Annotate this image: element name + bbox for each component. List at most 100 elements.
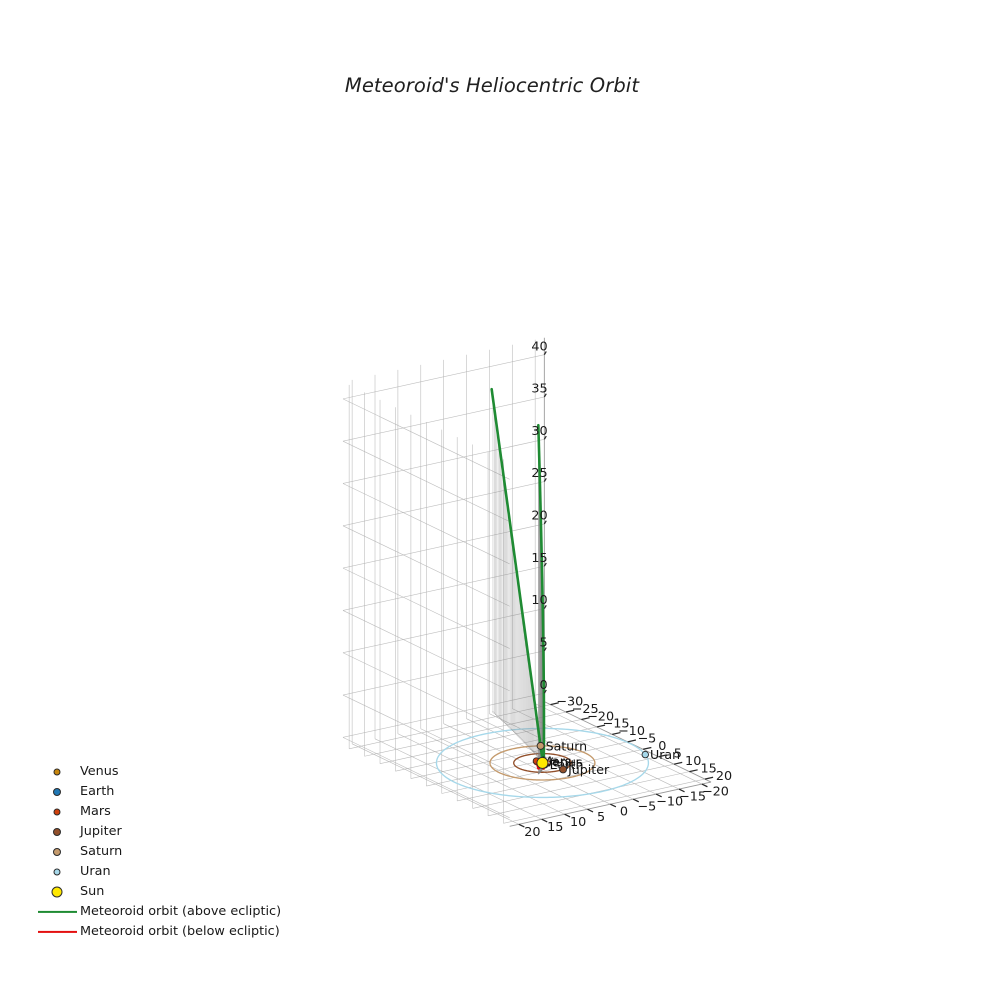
body-marker-uran [641,750,649,759]
x-tick-label: 15 [700,761,716,776]
legend-item-sun[interactable]: Sun [34,882,286,902]
planet-dot-icon [53,788,61,796]
planet-dot-icon [53,868,61,876]
body-label-mars: Mars [541,753,571,768]
z-tick-label: 25 [531,466,547,481]
meteoroid-above-segment-0 [490,387,545,765]
y-tick-mark [541,818,548,823]
y-tick-mark [564,813,571,818]
body-label-venus: Venus [545,754,583,769]
z-tick-label: 35 [531,382,547,397]
stem-base-marker [494,713,497,716]
x-tick-mark [581,717,590,721]
legend-item-label: Saturn [80,844,123,859]
stem-base-marker [507,725,509,727]
z-tick-label: 10 [531,593,547,608]
page-title: Meteoroid's Heliocentric Orbit [344,74,640,97]
planet-dot-icon [53,808,61,816]
y-tick-mark [701,783,708,788]
x-tick-mark [673,761,683,765]
stem-base-marker [509,727,511,729]
legend-marker-icon [34,762,80,782]
stem-base-marker [517,735,519,737]
stem-base-marker [496,714,498,717]
legend-item-jupiter[interactable]: Jupiter [34,822,286,842]
x-tick-label: −30 [556,694,583,709]
x-tick-mark [612,731,621,735]
stem-base-marker [498,717,501,719]
legend-item-label: Mars [80,804,111,819]
body-label-earth: Earth [550,757,584,772]
legend-item-venus[interactable]: Venus [34,762,286,782]
z-tick-mark [543,647,547,652]
x-tick-label: −15 [603,717,630,732]
z-tick-label: 40 [531,339,547,354]
x-tick-label: 5 [674,747,682,762]
x-tick-mark [689,769,698,773]
planet-dot-icon [51,886,63,898]
stem-base-marker [535,754,538,756]
x-tick-mark [627,739,637,743]
stem-base-marker [518,736,520,738]
legend-item-saturn[interactable]: Saturn [34,842,286,862]
body-marker-jupiter [559,765,568,774]
stem-base-marker [528,746,530,748]
legend-line-icon [34,902,80,922]
stem-base-marker [531,749,533,751]
stem-base-marker [536,755,538,757]
legend-item-mars[interactable]: Mars [34,802,286,822]
x-tick-label: −20 [587,709,614,724]
x-tick-mark [642,746,652,750]
stem-base-marker [529,747,531,749]
stem-base-marker [527,745,529,747]
legend-item-uran[interactable]: Uran [34,862,286,882]
legend-item-earth[interactable]: Earth [34,782,286,802]
meteoroid-above-segment-2 [537,423,546,765]
z-tick-mark [543,562,547,567]
planet-dot-icon [53,768,61,776]
body-label-jupiter: Jupiter [567,762,610,777]
z-tick-mark [543,520,547,525]
stem-base-marker [524,742,526,744]
stem-base-marker [525,743,527,745]
x-tick-label: −5 [637,732,656,747]
legend-item-label: Jupiter [80,824,122,839]
x-tick-mark [550,702,559,706]
y-tick-mark [632,798,640,803]
y-tick-label: 5 [597,810,605,825]
x-tick-label: 20 [716,769,732,784]
body-label-uran: Uran [650,747,680,762]
stem-base-marker [501,719,503,721]
z-tick-mark [543,689,547,694]
stem-base-marker [516,734,518,736]
legend-item-meteoroid-orbit-below-ecliptic[interactable]: Meteoroid orbit (below ecliptic) [34,922,286,942]
orbit-ring-uran [435,727,650,799]
stem-base-marker [515,732,517,735]
z-tick-label: 0 [540,678,548,693]
legend-marker-icon [34,862,80,882]
planet-dot-icon [53,848,61,856]
legend-marker-icon [34,822,80,842]
orbit-line-icon [38,930,77,934]
stem-base-marker [510,728,512,730]
legend-marker-icon [34,782,80,802]
stem-base-marker [504,723,507,725]
stem-base-marker [537,773,539,775]
z-tick-mark [543,435,547,440]
legend-item-label: Meteoroid orbit (above ecliptic) [80,904,282,919]
stem-base-marker [534,753,537,755]
stem-base-marker [499,718,502,720]
stem-base-marker [522,740,524,742]
legend-item-label: Venus [80,764,119,779]
legend-item-label: Meteoroid orbit (below ecliptic) [80,924,280,939]
y-tick-label: −10 [656,795,683,810]
legend-marker-icon [34,882,80,902]
y-tick-mark [610,803,617,808]
legend-item-label: Sun [80,884,105,899]
x-tick-mark [658,754,667,758]
legend-item-meteoroid-orbit-above-ecliptic[interactable]: Meteoroid orbit (above ecliptic) [34,902,286,922]
legend: Venus Earth Mars Jupiter Saturn Uran Sun Meteor… [34,762,286,942]
z-tick-mark [543,393,547,398]
